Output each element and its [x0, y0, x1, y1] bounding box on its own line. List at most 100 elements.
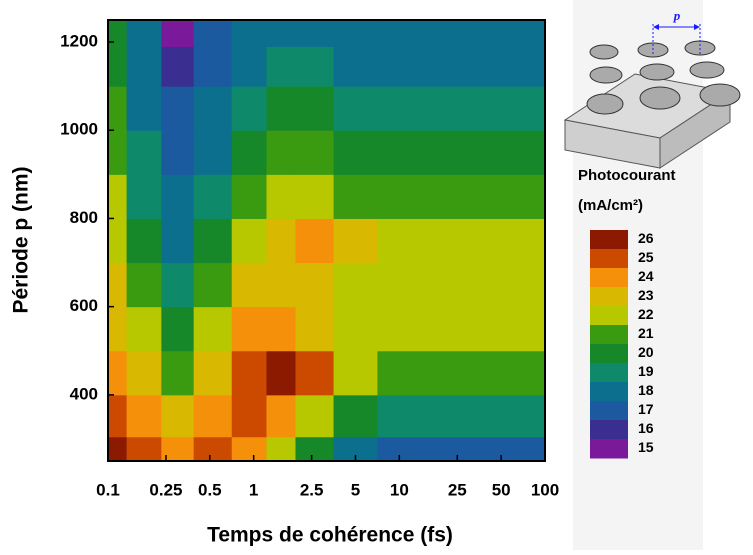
contour-cell	[428, 262, 480, 308]
colorbar-title: Photocourant	[578, 167, 676, 184]
contour-cell	[377, 306, 429, 352]
contour-cell	[161, 174, 195, 219]
contour-cell	[161, 46, 195, 87]
contour-cell	[479, 262, 524, 308]
contour-cell	[231, 130, 267, 175]
contour-cell	[333, 86, 378, 131]
colorbar-swatch	[590, 382, 628, 402]
contour-cell	[193, 20, 233, 47]
contour-cell	[428, 306, 480, 352]
contour-cell	[266, 436, 296, 462]
contour-cell	[295, 20, 335, 47]
inset-label: p	[673, 8, 681, 23]
contour-cell	[377, 46, 429, 87]
y-axis-label: Période p (nm)	[10, 166, 33, 313]
colorbar-swatch	[590, 287, 628, 307]
contour-cell	[523, 46, 546, 87]
x-tick-label: 5	[351, 480, 360, 499]
contour-cell	[428, 20, 480, 47]
contour-field	[108, 20, 546, 462]
contour-cell	[295, 174, 335, 219]
contour-cell	[333, 46, 378, 87]
contour-cell	[479, 130, 524, 175]
contour-cell	[377, 394, 429, 438]
contour-cell	[126, 46, 162, 87]
contour-cell	[108, 306, 128, 352]
colorbar-swatch	[590, 439, 628, 459]
contour-cell	[126, 130, 162, 175]
contour-cell	[266, 394, 296, 438]
contour-cell	[193, 218, 233, 264]
contour-cell	[108, 86, 128, 131]
y-tick-label: 1000	[60, 120, 98, 139]
contour-cell	[231, 46, 267, 87]
contour-cell	[231, 20, 267, 47]
contour-cell	[479, 218, 524, 264]
contour-cell	[161, 262, 195, 308]
colorbar-swatch	[590, 344, 628, 364]
contour-cell	[428, 218, 480, 264]
colorbar-label: 25	[638, 249, 654, 265]
colorbar-swatch	[590, 268, 628, 288]
contour-cell	[266, 130, 296, 175]
contour-cell	[266, 46, 296, 87]
contour-cell	[108, 174, 128, 219]
contour-cell	[161, 394, 195, 438]
contour-cell	[428, 436, 480, 462]
colorbar-label: 26	[638, 230, 654, 246]
contour-cell	[193, 130, 233, 175]
colorbar-swatch	[590, 230, 628, 250]
plot-frame	[107, 19, 546, 462]
contour-cell	[231, 394, 267, 438]
inset: p	[563, 8, 741, 169]
x-axis-label: Temps de cohérence (fs)	[207, 524, 453, 547]
contour-cell	[523, 130, 546, 175]
y-tick-label: 800	[70, 208, 98, 227]
contour-cell	[479, 86, 524, 131]
contour-cell	[479, 46, 524, 87]
contour-cell	[333, 20, 378, 47]
contour-cell	[161, 20, 195, 47]
contour-cell	[333, 306, 378, 352]
x-tick-label: 25	[448, 480, 467, 499]
contour-cell	[193, 306, 233, 352]
x-tick-label: 1	[249, 480, 258, 499]
contour-cell	[523, 86, 546, 131]
contour-cell	[333, 130, 378, 175]
contour-cell	[295, 46, 335, 87]
contour-cell	[333, 350, 378, 396]
contour-cell	[126, 20, 162, 47]
contour-cell	[479, 394, 524, 438]
contour-cell	[377, 86, 429, 131]
contour-cell	[428, 130, 480, 175]
contour-cell	[266, 218, 296, 264]
colorbar-label: 17	[638, 401, 654, 417]
contour-cell	[333, 394, 378, 438]
x-tick-label: 2.5	[300, 480, 324, 499]
contour-cell	[161, 436, 195, 462]
contour-cell	[295, 218, 335, 264]
contour-cell	[231, 86, 267, 131]
contour-cell	[108, 218, 128, 264]
contour-cell	[295, 130, 335, 175]
x-tick-label: 0.25	[149, 480, 182, 499]
contour-cell	[193, 350, 233, 396]
colorbar-label: 20	[638, 344, 654, 360]
colorbar-swatch	[590, 306, 628, 326]
colorbar-label: 21	[638, 325, 654, 341]
contour-cell	[108, 394, 128, 438]
contour-cell	[161, 306, 195, 352]
contour-cell	[295, 436, 335, 462]
colorbar-label: 18	[638, 382, 654, 398]
contour-cell	[428, 46, 480, 87]
contour-cell	[126, 350, 162, 396]
contour-cell	[161, 350, 195, 396]
contour-cell	[231, 436, 267, 462]
contour-cell	[266, 306, 296, 352]
contour-cell	[266, 350, 296, 396]
contour-cell	[161, 130, 195, 175]
contour-cell	[377, 174, 429, 219]
contour-cell	[266, 174, 296, 219]
contour-cell	[126, 306, 162, 352]
